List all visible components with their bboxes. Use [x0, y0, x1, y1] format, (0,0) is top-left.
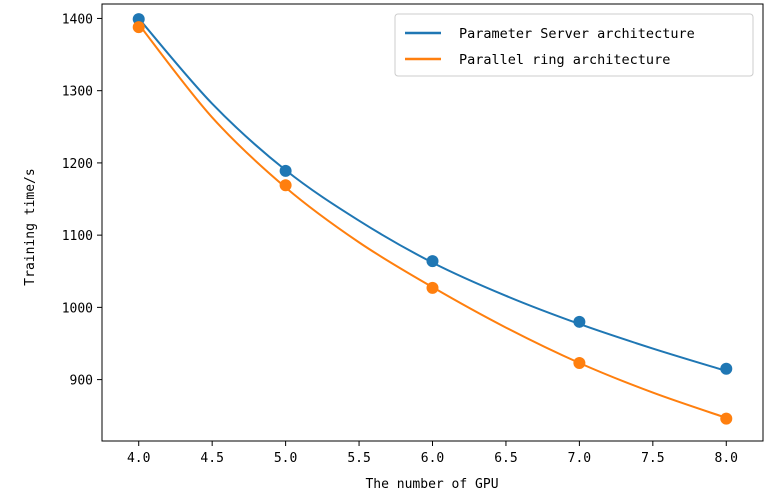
y-tick-label: 1300 — [62, 85, 93, 100]
x-tick-label: 4.0 — [127, 451, 150, 466]
x-tick-label: 6.0 — [421, 451, 444, 466]
axis-ticks: 4.0 4.5 5.0 5.5 6.0 6.5 7.0 7.5 8.0 900 1000 1100 12… — [62, 12, 738, 466]
y-tick-label: 1200 — [62, 157, 93, 172]
fit-curves — [137, 17, 727, 419]
x-axis-label: The number of GPU — [365, 477, 498, 492]
fit-curve-series-0 — [137, 17, 727, 372]
data-point-series-1 — [720, 412, 733, 425]
data-point-series-1 — [426, 281, 439, 294]
x-tick-label: 6.5 — [494, 451, 517, 466]
y-axis-label: Training time/s — [23, 168, 38, 285]
legend: Parameter Server architecture Parallel r… — [394, 13, 754, 77]
data-points — [132, 13, 733, 425]
y-tick-label: 900 — [70, 374, 93, 389]
data-point-series-1 — [573, 356, 586, 369]
x-tick-label: 7.0 — [568, 451, 591, 466]
x-tick-label: 8.0 — [715, 451, 738, 466]
legend-box — [394, 13, 754, 77]
data-point-series-0 — [720, 362, 733, 375]
data-point-series-0 — [279, 164, 292, 177]
x-tick-label: 7.5 — [641, 451, 664, 466]
x-tick-label: 5.0 — [274, 451, 297, 466]
y-tick-label: 1400 — [62, 12, 93, 27]
legend-label-parallel-ring: Parallel ring architecture — [459, 52, 670, 68]
y-tick-label: 1000 — [62, 301, 93, 316]
x-tick-label: 4.5 — [200, 451, 223, 466]
x-tick-label: 5.5 — [347, 451, 370, 466]
legend-label-parameter-server: Parameter Server architecture — [459, 26, 695, 42]
y-tick-label: 1100 — [62, 229, 93, 244]
data-point-series-1 — [132, 21, 145, 34]
data-point-series-0 — [573, 315, 586, 328]
fit-curve-series-1 — [137, 23, 727, 419]
data-point-series-1 — [279, 179, 292, 192]
data-point-series-0 — [426, 255, 439, 268]
